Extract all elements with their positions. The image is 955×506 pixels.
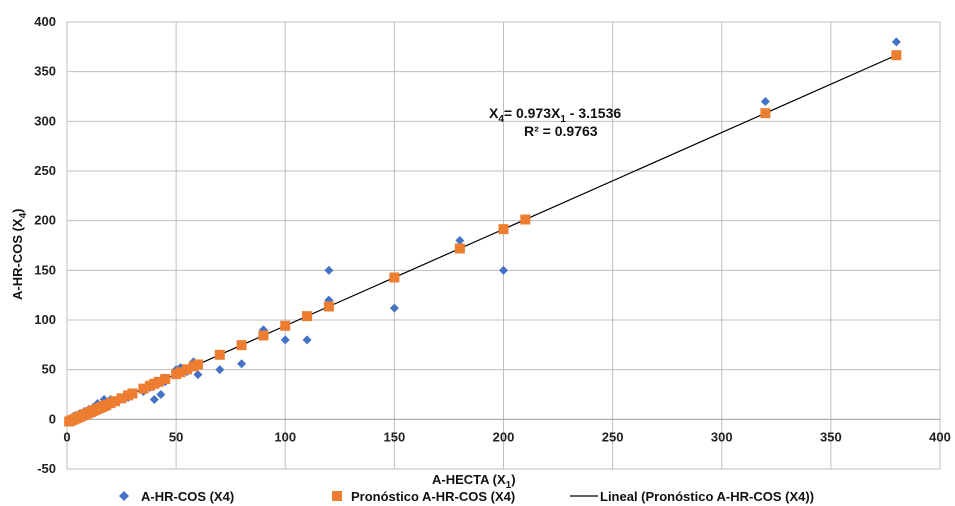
forecast-point <box>153 376 164 387</box>
forecast-point <box>454 243 465 254</box>
y-tick-label: 100 <box>34 312 56 327</box>
y-tick-label: 200 <box>34 213 56 228</box>
legend: A-HR-COS (X4) Pronóstico A-HR-COS (X4) L… <box>119 489 814 504</box>
trendline <box>68 54 897 423</box>
observed-point <box>215 365 225 375</box>
forecast-point <box>127 388 138 399</box>
x-tick-label: 250 <box>602 429 624 444</box>
trendline-group <box>68 54 897 423</box>
forecast-point <box>236 340 247 351</box>
forecast-point <box>323 301 334 312</box>
observed-point <box>324 265 334 275</box>
r-squared-label: R² = 0.9763 <box>524 123 598 139</box>
forecast-point <box>192 359 203 370</box>
legend-label-trend: Lineal (Pronóstico A-HR-COS (X4)) <box>600 489 814 504</box>
x-tick-label: 400 <box>929 429 951 444</box>
x-tick-label: 50 <box>169 429 183 444</box>
observed-point <box>237 359 247 369</box>
series-forecast <box>64 50 902 427</box>
forecast-point <box>498 224 509 235</box>
x-tick-label: 350 <box>820 429 842 444</box>
forecast-point <box>280 320 291 331</box>
forecast-point <box>302 311 313 322</box>
x-tick-label: 200 <box>493 429 515 444</box>
x-tick-label: 0 <box>63 429 70 444</box>
forecast-point <box>389 272 400 283</box>
x-tick-label: 150 <box>384 429 406 444</box>
observed-point <box>760 96 770 106</box>
legend-label-forecast: Pronóstico A-HR-COS (X4) <box>351 489 515 504</box>
forecast-point <box>175 367 186 378</box>
y-tick-label: 400 <box>34 14 56 29</box>
y-tick-label: 300 <box>34 113 56 128</box>
observed-point <box>156 390 166 399</box>
observed-point <box>193 370 203 380</box>
observed-point <box>891 37 901 47</box>
y-tick-label: 0 <box>49 411 56 426</box>
y-tick-label: 350 <box>34 64 56 79</box>
forecast-point <box>891 50 902 61</box>
y-tick-labels: -50 0 50 100 150 200 250 300 350 400 <box>34 14 56 476</box>
y-axis-title: A-HR-COS (X4) <box>10 208 29 300</box>
forecast-point <box>760 108 771 119</box>
trend-equation: X4= 0.973X1 - 3.1536 <box>489 105 621 125</box>
legend-marker-observed <box>119 491 129 501</box>
observed-point <box>455 236 465 246</box>
observed-point <box>302 335 312 345</box>
legend-marker-forecast <box>332 491 342 501</box>
y-tick-label: -50 <box>37 461 56 476</box>
x-tick-label: 300 <box>711 429 733 444</box>
forecast-point <box>138 383 149 394</box>
forecast-point <box>520 214 531 225</box>
x-axis-title: A-HECTA (X1) <box>432 472 516 491</box>
forecast-point <box>160 373 171 384</box>
observed-point <box>389 303 399 313</box>
y-tick-label: 250 <box>34 163 56 178</box>
forecast-point <box>214 349 225 360</box>
forecast-point <box>258 330 269 341</box>
forecast-point <box>116 393 127 404</box>
x-tick-label: 100 <box>274 429 296 444</box>
forecast-point <box>110 396 121 407</box>
legend-label-observed: A-HR-COS (X4) <box>141 489 234 504</box>
x-tick-labels: 0 50 100 150 200 250 300 350 400 <box>63 429 950 444</box>
observed-point <box>499 265 508 275</box>
observed-point <box>280 335 290 345</box>
observed-point <box>149 394 159 404</box>
y-tick-label: 150 <box>34 262 56 277</box>
y-tick-label: 50 <box>42 362 56 377</box>
forecast-point <box>182 364 193 375</box>
